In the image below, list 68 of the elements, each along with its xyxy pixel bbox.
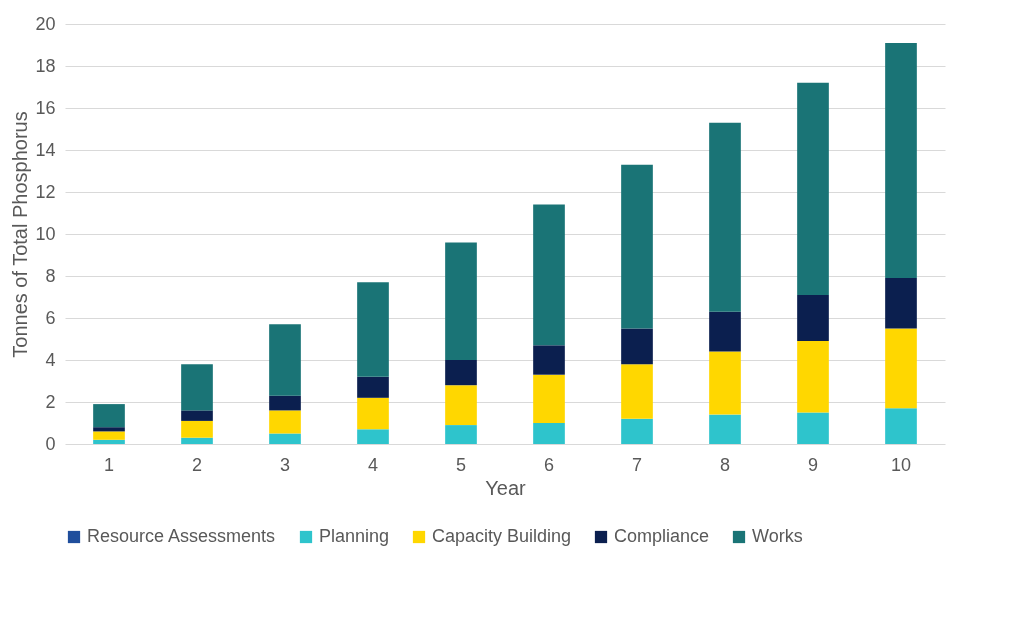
bar	[93, 427, 125, 432]
x-tick-label: 7	[631, 454, 643, 475]
bar	[533, 345, 565, 375]
bar	[797, 82, 829, 295]
bar	[357, 376, 389, 398]
x-tick-label: 3	[279, 454, 291, 475]
x-tick-label: 5	[455, 454, 467, 475]
bar	[533, 374, 565, 423]
bar	[885, 278, 917, 329]
bar	[93, 431, 125, 440]
bar	[533, 423, 565, 444]
bar	[709, 351, 741, 415]
y-tick-label: 2	[45, 391, 56, 412]
y-tick-label: 12	[35, 181, 56, 202]
x-axis-title: Year	[485, 476, 527, 499]
bar	[709, 414, 741, 444]
bar	[269, 395, 301, 411]
legend-label: Planning	[319, 526, 390, 546]
y-tick-label: 10	[35, 223, 56, 244]
y-tick-label: 16	[35, 97, 56, 118]
bar	[797, 341, 829, 413]
bar	[269, 433, 301, 444]
y-axis-title: Tonnes of Total Phosphorus	[9, 111, 32, 358]
bar	[93, 404, 125, 428]
x-tick-label: 1	[103, 454, 115, 475]
bar	[445, 425, 477, 444]
y-tick-label: 18	[35, 55, 56, 76]
bar	[621, 328, 653, 365]
y-tick-label: 14	[35, 139, 56, 160]
bar	[797, 294, 829, 342]
bar	[621, 418, 653, 444]
bar	[709, 311, 741, 352]
bar	[885, 408, 917, 444]
legend-label: Works	[752, 526, 803, 546]
legend-label: Compliance	[614, 526, 710, 546]
bar	[269, 324, 301, 396]
bar	[709, 122, 741, 312]
x-tick-label: 6	[543, 454, 555, 475]
bar	[181, 410, 213, 421]
y-tick-label: 4	[45, 349, 56, 370]
bar	[357, 429, 389, 444]
bar	[357, 397, 389, 430]
x-tick-label: 2	[191, 454, 203, 475]
y-tick-label: 6	[45, 307, 56, 328]
bar	[93, 439, 125, 444]
bar	[181, 420, 213, 438]
x-tick-label: 4	[367, 454, 379, 475]
bar	[797, 412, 829, 444]
bar	[269, 410, 301, 434]
x-tick-label: 8	[719, 454, 731, 475]
x-tick-label: 10	[890, 454, 912, 475]
bar	[885, 42, 917, 279]
y-tick-label: 0	[45, 433, 56, 454]
bar	[445, 360, 477, 386]
y-tick-label: 20	[35, 13, 56, 34]
legend-label: Resource Assessments	[87, 526, 276, 546]
bar	[621, 364, 653, 419]
bar	[445, 242, 477, 360]
x-tick-label: 9	[807, 454, 819, 475]
legend-label: Capacity Building	[432, 526, 572, 546]
bar	[181, 437, 213, 444]
y-tick-label: 8	[45, 265, 56, 286]
bar	[533, 204, 565, 346]
bar	[181, 364, 213, 411]
bar	[621, 164, 653, 329]
bar	[885, 328, 917, 409]
bar	[357, 282, 389, 377]
bar	[445, 385, 477, 426]
